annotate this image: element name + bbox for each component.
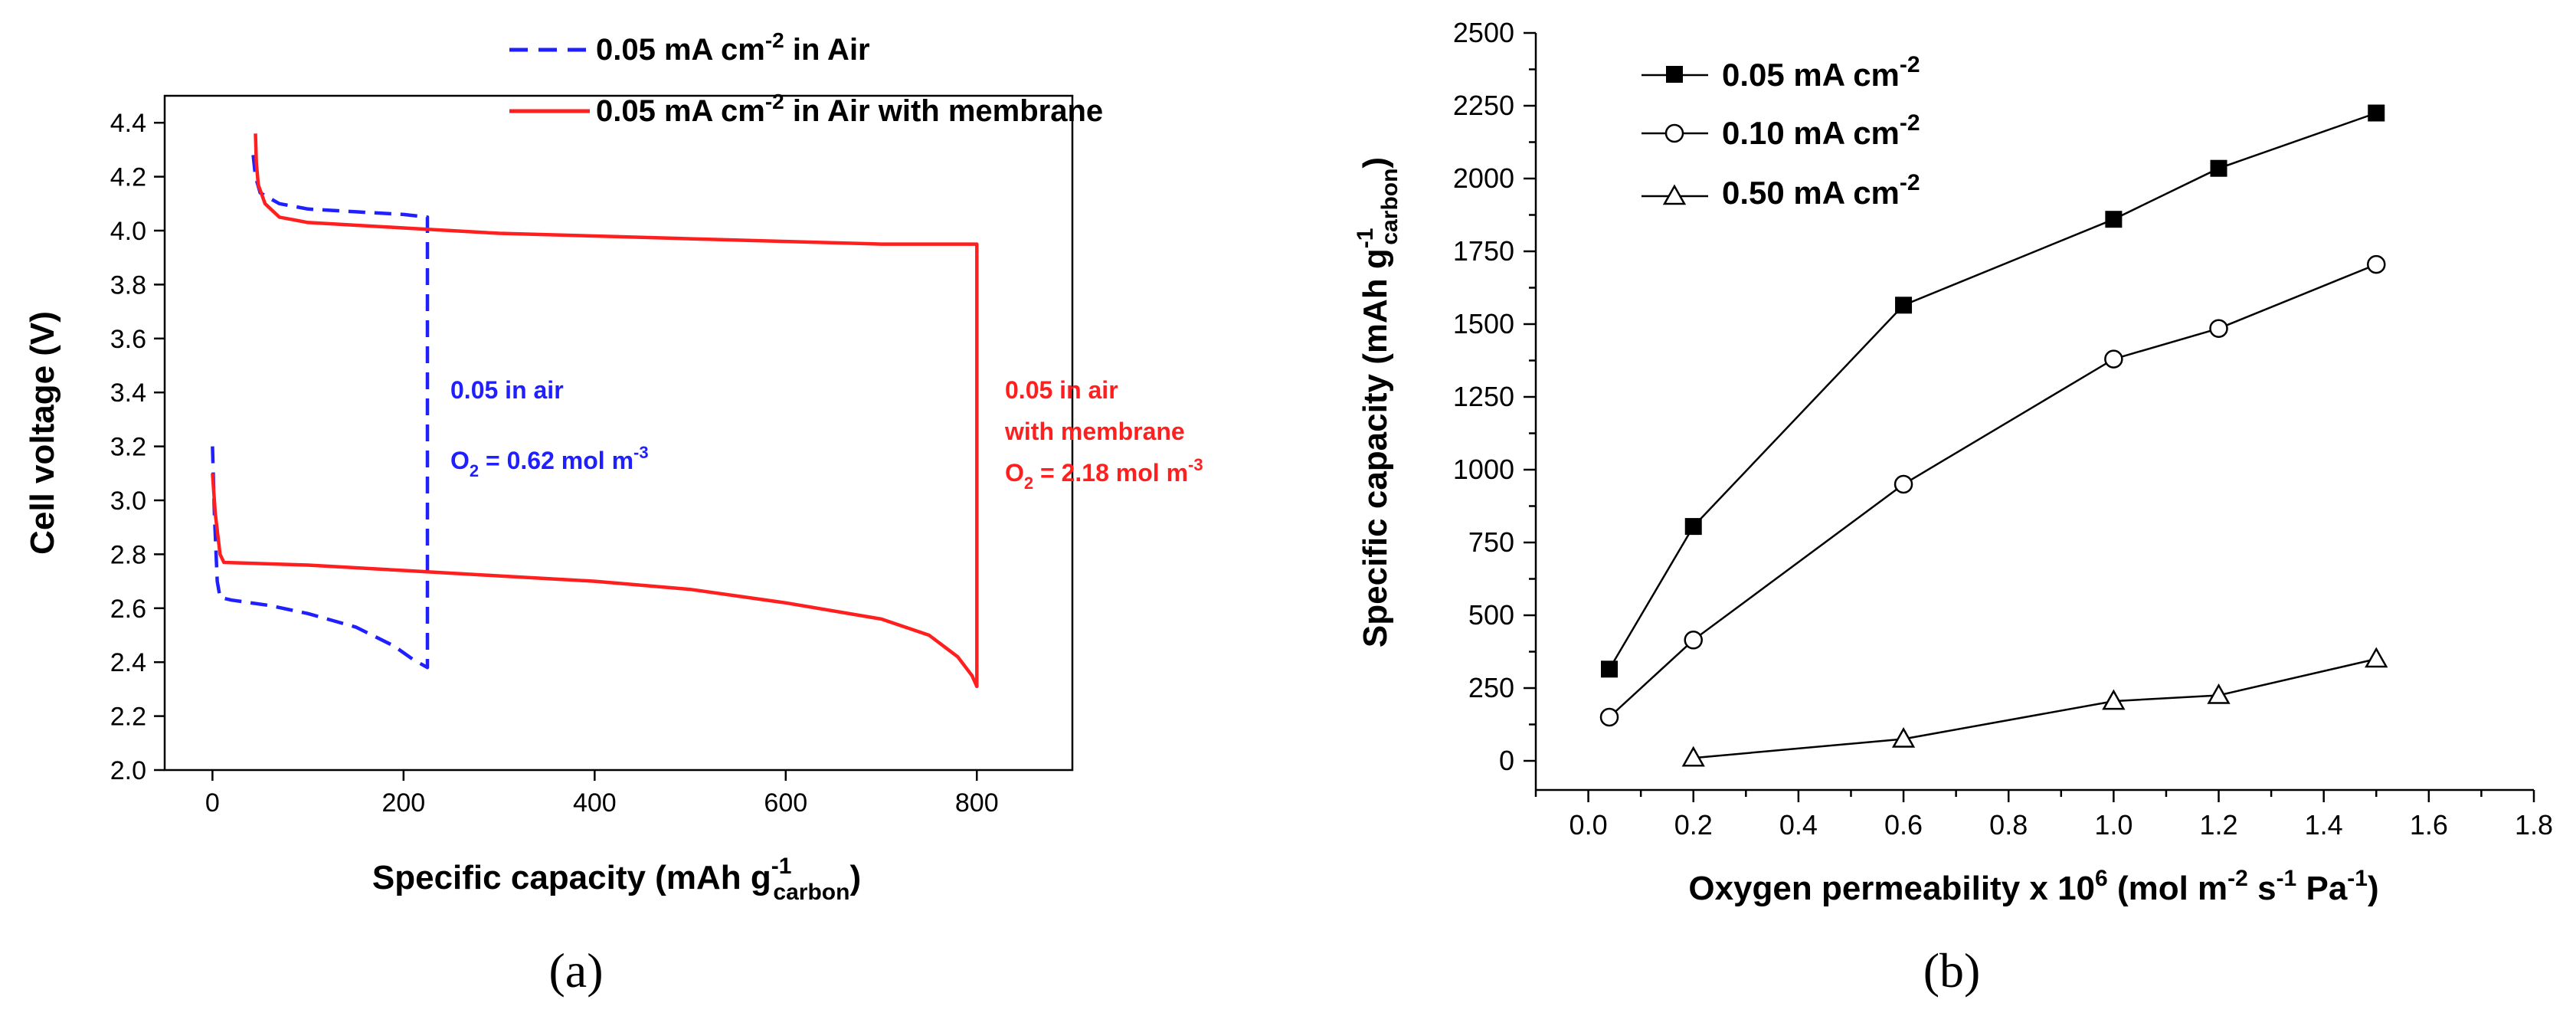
chart-a-xtick-label: 200 <box>381 788 425 818</box>
chart-b-xtick-label: 0.8 <box>1989 809 2028 841</box>
chart-b-xtick-label: 0.6 <box>1884 809 1923 841</box>
chart-b-point-square <box>1684 518 1702 536</box>
chart-b-ylabel: Specific capacity (mAh g-1carbon) <box>1353 157 1403 647</box>
chart-a-ylabel: Cell voltage (V) <box>24 311 61 555</box>
annotation-red-line2: O2 = 2.18 mol m-3 <box>1005 455 1203 493</box>
legend-b-triangle-marker <box>1662 184 1687 205</box>
chart-a-legend: 0.05 mA cm-2 in Air 0.05 mA cm-2 in Air … <box>509 28 1103 128</box>
chart-b-ytick-label: 2500 <box>1453 17 1514 48</box>
chart-a-ytick-label: 4.2 <box>110 163 146 192</box>
chart-a-xtick-label: 800 <box>955 788 999 818</box>
legend-b-circle-marker <box>1664 123 1684 143</box>
chart-b-xtick-label: 1.2 <box>2200 809 2238 841</box>
chart-b-xtick-label: 1.8 <box>2515 809 2553 841</box>
legend-b-item-1: 0.05 mA cm-2 <box>1722 52 1920 93</box>
chart-b-point-triangle <box>2102 689 2126 710</box>
chart-a-ytick-label: 3.0 <box>110 487 146 516</box>
chart-a: 0 200 400 600 800 2.0 2.2 2.4 2.6 2.8 3.0 3.2 3.4 3.6… <box>24 28 1203 998</box>
chart-a-panel-label: (a) <box>548 943 603 998</box>
chart-b-point-square <box>1601 660 1619 678</box>
chart-a-ytick-label: 2.4 <box>110 648 146 677</box>
chart-a-ytick-label: 3.8 <box>110 270 146 300</box>
legend-b-square-marker <box>1666 66 1683 83</box>
chart-a-xtick-label: 400 <box>573 788 617 818</box>
chart-b-ytick-label: 2000 <box>1453 162 1514 194</box>
chart-b-ytick-label: 500 <box>1468 599 1514 631</box>
chart-b-ytick-label: 1250 <box>1453 381 1514 412</box>
annotation-red-line1: 0.05 in air <box>1005 376 1118 404</box>
chart-b-point-circle <box>1684 631 1703 650</box>
chart-b-ytick-label: 750 <box>1468 526 1514 558</box>
chart-a-ytick-label: 2.6 <box>110 595 146 624</box>
annotation-blue: 0.05 in air O2 = 0.62 mol m-3 <box>450 376 649 480</box>
chart-b-ytick-label: 1000 <box>1453 454 1514 485</box>
chart-a-ytick-label: 3.2 <box>110 433 146 462</box>
chart-b-ytick-label: 2250 <box>1453 90 1514 121</box>
chart-b-ytick-label: 250 <box>1468 672 1514 703</box>
chart-b-point-triangle <box>1891 726 1916 748</box>
chart-b-panel-label: (b) <box>1923 943 1981 998</box>
chart-b-xtick-label: 0.0 <box>1569 809 1608 841</box>
chart-b-point-triangle <box>2365 647 2388 668</box>
chart-b-point-circle <box>1894 474 1913 494</box>
chart-b-point-square <box>2210 159 2227 177</box>
chart-a-xtick-label: 0 <box>205 788 220 818</box>
chart-b-legend: 0.05 mA cm-2 0.10 mA cm-2 0.50 mA cm-2 <box>1642 52 1920 211</box>
chart-b-ytick-label: 1500 <box>1453 308 1514 339</box>
chart-b-series-line <box>1609 263 2377 718</box>
chart-b-point-circle <box>1599 707 1619 727</box>
chart-b-point-triangle <box>2207 683 2231 704</box>
legend-a-item-air: 0.05 mA cm-2 in Air <box>596 28 870 67</box>
chart-a-ytick-label: 3.6 <box>110 325 146 354</box>
chart-a-xlabel: Specific capacity (mAh g-1 carbon) <box>372 854 861 905</box>
chart-b-ytick-label: 0 <box>1499 745 1514 776</box>
chart-b-xtick-label: 1.6 <box>2410 809 2448 841</box>
chart-b-point-circle <box>2367 254 2386 274</box>
legend-b-item-2: 0.10 mA cm-2 <box>1722 110 1920 151</box>
chart-a-ytick-label: 3.4 <box>110 379 146 408</box>
chart-b-xlabel: Oxygen permeability x 106 (mol m-2 s-1 P… <box>1688 866 2378 907</box>
chart-b-series-line <box>1608 112 2377 670</box>
chart-a-plot-frame <box>163 94 1074 772</box>
chart-a-ytick-label: 2.8 <box>110 540 146 569</box>
series-air-line <box>211 149 430 670</box>
chart-a-xtick-label: 600 <box>764 788 807 818</box>
chart-a-ytick-label: 4.0 <box>110 217 146 246</box>
chart-a-ytick-label: 2.0 <box>110 756 146 785</box>
annotation-red: 0.05 in air with membrane O2 = 2.18 mol … <box>1004 376 1203 493</box>
legend-b-item-3: 0.50 mA cm-2 <box>1722 170 1920 211</box>
chart-b-xtick-label: 0.2 <box>1674 809 1713 841</box>
chart-b-ytick-label: 1750 <box>1453 235 1514 267</box>
annotation-blue-line1: 0.05 in air <box>450 376 564 404</box>
chart-a-ytick-label: 2.2 <box>110 703 146 732</box>
chart-b-point-square <box>2105 211 2123 228</box>
legend-a-item-membrane: 0.05 mA cm-2 in Air with membrane <box>596 90 1103 128</box>
chart-b: 0.0 0.2 0.4 0.6 0.8 1.0 1.2 1.4 1.6 1.8 0 250 500 750… <box>1353 17 2553 998</box>
chart-b-point-circle <box>2209 319 2228 338</box>
chart-b-series-line <box>1693 657 2377 759</box>
chart-b-xtick-label: 1.0 <box>2094 809 2132 841</box>
chart-b-xtick-label: 1.4 <box>2305 809 2343 841</box>
chart-b-xtick-label: 0.4 <box>1779 809 1818 841</box>
chart-b-point-square <box>2368 104 2385 122</box>
chart-b-point-triangle <box>1681 746 1705 767</box>
annotation-blue-line2: O2 = 0.62 mol m-3 <box>450 443 649 480</box>
chart-b-point-square <box>1895 297 1913 314</box>
chart-b-point-circle <box>2104 349 2123 369</box>
series-membrane-line <box>211 133 979 689</box>
annotation-red-line1b: with membrane <box>1004 418 1185 445</box>
chart-a-ytick-label: 4.4 <box>110 109 146 138</box>
